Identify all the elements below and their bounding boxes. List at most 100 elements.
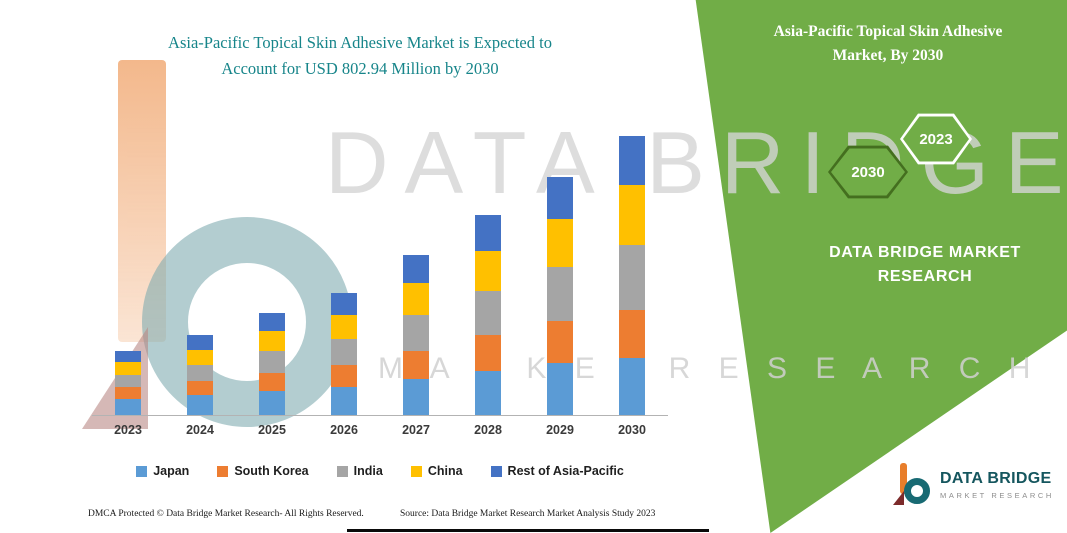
bar-column-2026 [308,293,380,415]
segment-2028-south-korea [475,334,501,371]
bar-column-2027 [380,254,452,415]
segment-2023-china [115,362,141,375]
legend-item-china: China [410,464,463,478]
legend-label-india: India [353,464,383,478]
x-tick-2027: 2027 [402,423,430,437]
bar-chart [92,128,668,416]
logo-orange-bar-icon [900,463,907,494]
segment-2028-india [475,290,501,335]
segment-2028-rest-of-asia-pacific [475,214,501,251]
legend-swatch-japan [136,465,148,477]
legend-label-china: China [427,464,463,478]
logo-teal-ring-icon [904,478,930,504]
hexagon-badge-2030: 2030 [828,144,908,200]
legend-label-japan: Japan [153,464,190,478]
segment-2023-rest-of-asia-pacific [115,351,141,363]
logo-red-triangle-icon [893,491,904,505]
segment-2030-rest-of-asia-pacific [619,136,645,186]
chart-legend: Japan South Korea India China Rest of Asia-P… [92,464,668,478]
side-panel-brand-text: DATA BRIDGE MARKET RESEARCH [760,241,1067,289]
segment-2028-china [475,250,501,291]
hexagon-badge-2023: 2023 [900,112,972,166]
brand-line1: DATA BRIDGE MARKET [829,244,1021,261]
segment-2024-japan [187,394,213,415]
segment-2027-rest-of-asia-pacific [403,254,429,283]
hexagon-2030-label: 2030 [851,163,885,181]
legend-label-south-korea: South Korea [234,464,309,478]
segment-2025-japan [259,391,285,415]
segment-2024-india [187,364,213,381]
footer-dmca-text: DMCA Protected © Data Bridge Market Rese… [88,509,364,519]
segment-2030-japan [619,358,645,415]
segment-2023-japan [115,399,141,415]
segment-2029-japan [547,362,573,415]
segment-2026-rest-of-asia-pacific [331,293,357,315]
dbmr-logo: DATA BRIDGE MARKET RESEARCH [893,462,1054,508]
legend-swatch-south-korea [217,465,229,477]
brand-line2: RESEARCH [877,268,973,285]
segment-2025-india [259,351,285,373]
segment-2029-india [547,266,573,321]
stacked-bar-2026 [331,293,357,415]
legend-item-south-korea: South Korea [217,464,309,478]
legend-swatch-india [336,465,348,477]
x-tick-2024: 2024 [186,423,214,437]
segment-2027-china [403,282,429,315]
x-tick-2026: 2026 [330,423,358,437]
x-axis-labels: 2023 2024 2025 2026 2027 2028 2029 2030 [92,423,668,437]
logo-subtitle: MARKET RESEARCH [940,490,1054,500]
bar-column-2030 [596,136,668,415]
legend-swatch-rest-of-asia-pacific [490,465,502,477]
x-tick-2025: 2025 [258,423,286,437]
segment-2026-south-korea [331,365,357,387]
segment-2029-south-korea [547,320,573,363]
hexagon-2023-label: 2023 [919,130,953,148]
stacked-bar-2027 [403,254,429,415]
stacked-bar-2025 [259,312,285,415]
x-tick-2030: 2030 [618,423,646,437]
segment-2024-south-korea [187,380,213,395]
segment-2026-china [331,314,357,339]
bar-column-2029 [524,176,596,415]
side-panel-title-line2: Market, By 2030 [832,47,944,65]
stacked-bar-2030 [619,136,645,415]
segment-2030-india [619,245,645,311]
segment-2023-india [115,374,141,387]
stacked-bar-2023 [115,351,141,415]
x-tick-2023: 2023 [114,423,142,437]
side-panel-title: Asia-Pacific Topical Skin Adhesive Marke… [728,20,1048,68]
segment-2024-rest-of-asia-pacific [187,335,213,351]
legend-swatch-china [410,465,422,477]
bar-column-2028 [452,214,524,415]
legend-item-rest-of-asia-pacific: Rest of Asia-Pacific [490,464,624,478]
chart-area: 2023 2024 2025 2026 2027 2028 2029 2030 [92,128,668,437]
legend-item-india: India [336,464,383,478]
x-tick-2028: 2028 [474,423,502,437]
segment-2029-rest-of-asia-pacific [547,176,573,219]
segment-2023-south-korea [115,386,141,399]
segment-2027-japan [403,378,429,415]
segment-2025-south-korea [259,372,285,391]
bar-column-2024 [164,335,236,415]
side-panel-title-line1: Asia-Pacific Topical Skin Adhesive [773,23,1003,40]
segment-2028-japan [475,370,501,415]
bar-column-2023 [92,351,164,415]
footer-source-text: Source: Data Bridge Market Research Mark… [400,509,656,519]
stacked-bar-2028 [475,214,501,415]
dbmr-logo-icon [893,462,931,508]
stacked-bar-2029 [547,176,573,415]
segment-2029-china [547,218,573,267]
segment-2027-india [403,314,429,351]
segment-2026-india [331,338,357,366]
logo-name: DATA BRIDGE [940,470,1052,488]
chart-title-line1: Asia-Pacific Topical Skin Adhesive Marke… [168,33,552,52]
x-tick-2029: 2029 [546,423,574,437]
segment-2026-japan [331,386,357,415]
segment-2027-south-korea [403,350,429,379]
segment-2025-rest-of-asia-pacific [259,312,285,331]
segment-2030-china [619,185,645,246]
segment-2030-south-korea [619,310,645,358]
chart-title-line2: Account for USD 802.94 Million by 2030 [221,59,499,79]
legend-label-rest-of-asia-pacific: Rest of Asia-Pacific [507,464,624,478]
